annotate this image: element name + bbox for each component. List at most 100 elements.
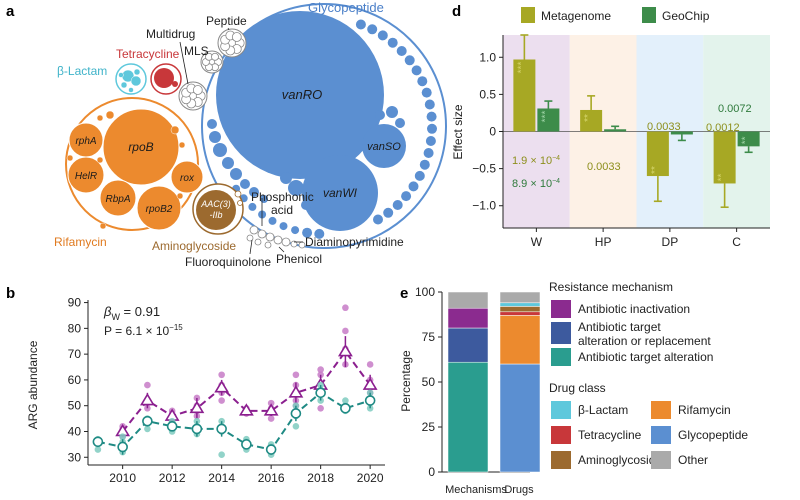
rifamycin-label: Rifamycin [54,235,107,249]
legend-metagenome-swatch [521,7,535,23]
minor-class-gene-circle [254,238,262,246]
tetracycline-label: Tetracycline [116,47,180,61]
rpoB-circle [102,108,180,186]
panel-b-mean-marker [139,392,155,406]
glycopeptide-gene-circle [207,119,217,129]
panel-b-mean-marker [265,444,277,455]
rifamycin-gene-circle [178,141,186,149]
panel-e-ticks: 0 25 50 75 100 [415,285,442,479]
panel-letter-d: d [452,3,461,20]
panel-d-ytick-label: −0.5 [472,162,496,176]
panel-b-ytick-label: 70 [68,347,82,361]
minor-class-gene-circle [281,237,291,247]
vanWI-label: vanWI [323,186,358,200]
panel-b-point [317,404,324,412]
glycopeptide-small-genes [207,19,437,239]
panel-d-significance: ** [583,114,594,122]
mls-gene-circle [211,52,219,61]
panel-d-ticks: −1.0 −0.5 0 0.5 1.0 W HP DP C [472,50,741,249]
beta-lactam-label: β-Lactam [57,64,107,78]
panel-b-point [267,415,275,422]
legend-mech-replacement-label-1: Antibiotic target [578,320,661,334]
panel-e-bar-segment [499,311,541,316]
glycopeptide-gene-circle [291,226,300,235]
panel-b-point [94,446,102,453]
legend-drug-glycopeptide-label: Glycopeptide [678,428,748,442]
panel-b-xtick-label: 2018 [307,471,334,485]
panel-e-ytick-label: 75 [422,330,436,344]
panel-letter-b: b [6,285,15,302]
peptide-gene-circle [231,32,242,42]
rifamycin-gene-circle [170,125,180,135]
glycopeptide-gene-circle [408,181,419,192]
glycopeptide-gene-circle [280,172,292,184]
legend-mech-alteration-label: Antibiotic target alteration [578,350,713,364]
panel-b-point [218,371,225,379]
panel-e-bar-segment [499,302,541,307]
beta-lactam-gene-circle [130,75,142,87]
multidrug-genes [181,83,206,109]
vanSO-label: vanSO [367,141,401,153]
p-base: P = 6.1 × 10 [104,324,169,338]
peptide-leader [227,27,230,31]
panel-d-bar [737,131,760,147]
panel-b-mean-marker [191,423,203,435]
legend-mech-replacement-swatch [551,322,571,344]
pval-W-geo: 8.9 × 10−4 [512,178,560,190]
panel-e: e 0 25 50 75 100 Percentage Mechanisms Drugs… [399,280,748,496]
panel-b-mean-marker [216,423,227,435]
panel-b-ytick-label: 50 [68,399,82,413]
panel-d-xtick-label: HP [595,235,612,249]
minor-class-gene-circle [257,229,267,239]
panel-b-point [342,327,349,335]
glycopeptide-gene-circle [401,191,412,202]
panel-b: b 30 40 50 60 70 80 90 2010 2012 2014 2016 2018 2020… [6,285,385,485]
legend-geochip-swatch [642,7,656,23]
glycopeptide-gene-circle [396,46,407,56]
panel-b-mean-marker [337,344,353,357]
panel-b-xtick-label: 2010 [109,471,136,485]
glycopeptide-gene-circle [249,187,259,197]
beta-lactam-gene-circle [118,72,124,78]
minor-class-gene-circle [249,225,259,235]
glycopeptide-gene-circle [301,200,311,210]
aac-circle [196,190,236,230]
legend-mech-alteration-swatch [551,348,571,366]
glycopeptide-gene-circle [377,30,388,41]
panel-e-ytick-label: 25 [422,420,436,434]
tetracycline-minor [172,81,178,87]
rpoB-label: rpoB [128,140,153,154]
rifamycin-small-genes [66,110,186,230]
legend-geochip-label: GeoChip [662,9,710,23]
glycopeptide-gene-circle [373,214,383,225]
aminoglycoside-minor-1 [234,190,242,198]
panel-b-mean-marker [340,402,351,414]
mls-leader [202,53,207,56]
fluoroquinolone-label: Fluoroquinolone [185,255,271,269]
glycopeptide-gene-circle [424,99,435,110]
panel-b-xtick-label: 2012 [159,471,186,485]
glycopeptide-gene-circle [395,118,405,128]
panel-b-mean-marker [364,395,376,406]
mls-genes [201,52,223,72]
glycopeptide-gene-circle [404,55,415,66]
pval-DP: 0.0033 [647,121,681,133]
minor-class-gene-circle [290,240,298,248]
panel-b-point [218,397,225,404]
glycopeptide-gene-circle [314,228,325,239]
minor-class-gene-circle [246,234,254,242]
rifamycin-gene-circle [96,156,104,164]
panel-d: d −1.0−0.500.51.0W HP DP C ************** E… [451,3,770,249]
panel-d-ytick-label: 0 [489,125,496,139]
rifamycin-gene-circle [96,114,104,122]
panel-d-bar [604,129,627,132]
RbpA-label: RbpA [105,194,130,205]
panel-d-significance: ** [741,136,752,144]
vanWI-circle [302,155,378,231]
pval-W-geo-base: 8.9 × 10 [512,178,552,190]
panel-b-point [292,371,300,379]
legend-drug-other-label: Other [678,453,708,467]
panel-b-mean-marker [142,415,153,427]
panel-b-ylabel: ARG abundance [26,340,40,429]
pval-W-meta-exp: −4 [552,155,560,162]
